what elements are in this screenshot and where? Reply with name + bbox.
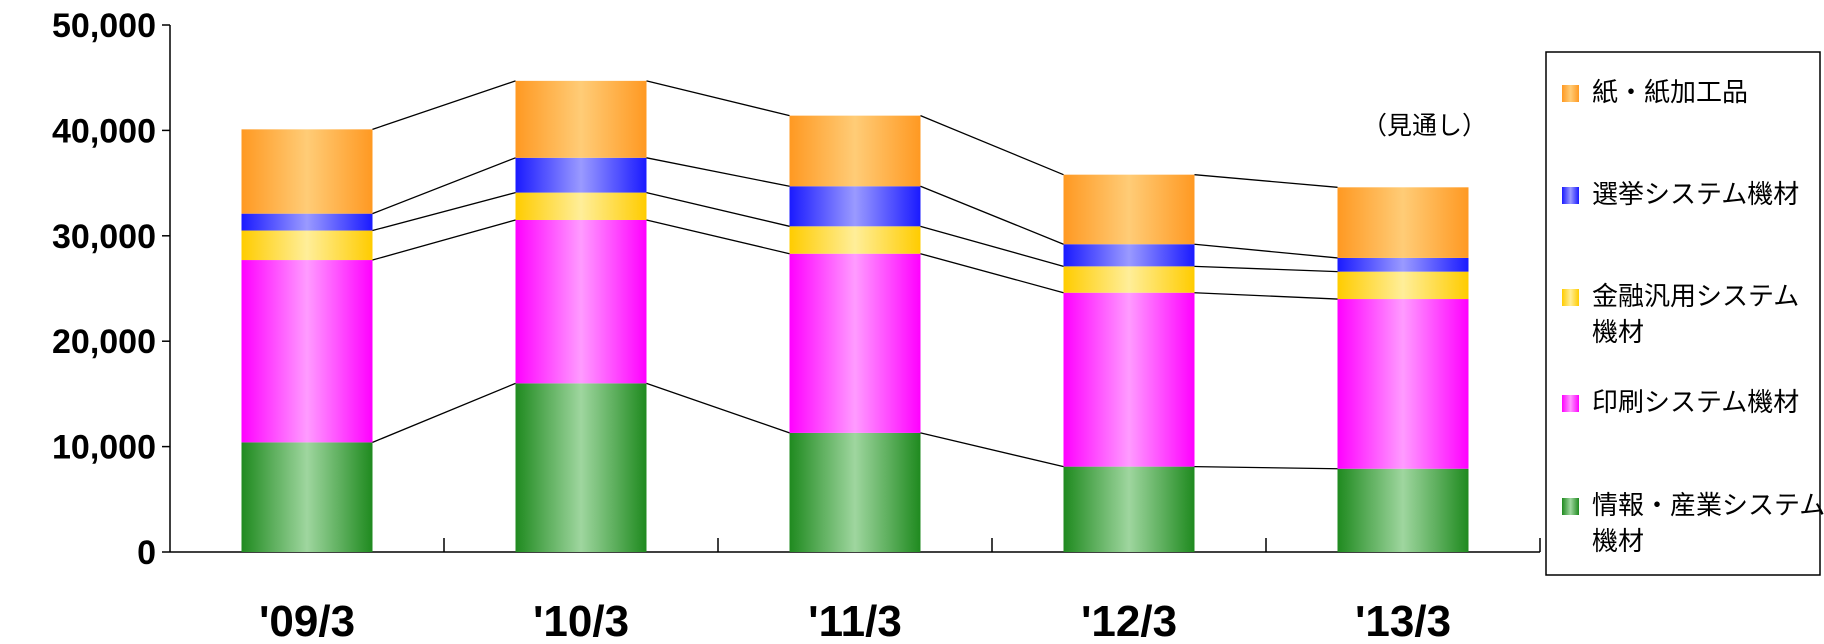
connector-line [646, 157, 790, 187]
forecast-note: （見通し） [1362, 111, 1487, 140]
y-axis: 0 10,000 20,000 30,000 40,000 50,000 [52, 7, 171, 572]
bar-segment [1063, 266, 1195, 293]
bar-segment [1337, 187, 1469, 258]
bar-segment [515, 80, 647, 158]
bar-segment [789, 432, 921, 552]
connector-line [920, 253, 1064, 294]
x-tick-label: '10/3 [533, 597, 629, 644]
y-tick-label: 30,000 [52, 218, 156, 256]
bar-segment [1063, 466, 1195, 552]
connector-line [920, 225, 1064, 267]
bar-segment [515, 192, 647, 220]
x-tick-label: '12/3 [1081, 597, 1177, 644]
connector-line [1194, 465, 1338, 470]
legend-swatch [1562, 289, 1579, 306]
connector-line [1194, 174, 1338, 188]
connector-line [646, 382, 790, 434]
bar-segment [241, 442, 373, 552]
y-tick-label: 10,000 [52, 429, 156, 467]
legend-swatch [1562, 85, 1579, 102]
x-tick-label: '13/3 [1355, 597, 1451, 644]
x-tick-label: '11/3 [808, 597, 902, 644]
legend-swatch [1562, 498, 1579, 515]
legend-label: 情報・産業システム機材 [1592, 491, 1824, 557]
connector-line [646, 80, 790, 117]
connector-line [372, 157, 516, 215]
bar-segment [1337, 468, 1469, 552]
y-tick-label: 50,000 [52, 7, 156, 45]
legend-label: 印刷システム機材 [1592, 388, 1799, 418]
connector-line [372, 219, 516, 261]
bar-segment [515, 219, 647, 384]
connector-line [372, 80, 516, 130]
bar-segment [241, 213, 373, 231]
legend: 紙・紙加工品選挙システム機材金融汎用システム機材印刷システム機材情報・産業システ… [1545, 51, 1824, 576]
bar-segment [241, 129, 373, 214]
bar-segment [1337, 257, 1469, 272]
legend-label: 選挙システム機材 [1592, 180, 1799, 210]
bar-segment [789, 115, 921, 187]
x-axis: '09/3 '10/3 '11/3 '12/3 '13/3 [170, 538, 1541, 644]
bar-segment [789, 186, 921, 227]
bar-segment [1063, 174, 1195, 245]
bar-segment [1337, 271, 1469, 300]
bar-segment [515, 157, 647, 193]
bar-segment [241, 230, 373, 261]
connector-line [646, 219, 790, 255]
bar-segment [789, 226, 921, 254]
connector-line [920, 185, 1064, 245]
bar-segment [515, 383, 647, 552]
x-tick-label: '09/3 [259, 597, 355, 644]
connector-line [646, 191, 790, 227]
y-tick-label: 0 [137, 534, 156, 572]
series-connector-lines [372, 80, 1338, 470]
legend-label: 紙・紙加工品 [1592, 78, 1748, 108]
connector-line [1194, 292, 1338, 300]
connector-line [920, 115, 1064, 176]
connector-line [372, 382, 516, 443]
bar-segment [1063, 292, 1195, 467]
bar-segment [1063, 244, 1195, 267]
bar-segment [1337, 299, 1469, 469]
bars [241, 80, 1469, 552]
connector-line [920, 432, 1064, 468]
legend-label: 金融汎用システム機材 [1592, 282, 1799, 348]
legend-swatch [1562, 395, 1579, 412]
y-tick-label: 40,000 [52, 112, 156, 150]
y-tick-label: 20,000 [52, 323, 156, 361]
connector-line [1194, 243, 1338, 259]
connector-line [1194, 265, 1338, 273]
bar-segment [241, 260, 373, 443]
connector-line [372, 191, 516, 232]
bar-segment [789, 253, 921, 433]
legend-swatch [1562, 187, 1579, 204]
legend-box [1545, 51, 1821, 576]
